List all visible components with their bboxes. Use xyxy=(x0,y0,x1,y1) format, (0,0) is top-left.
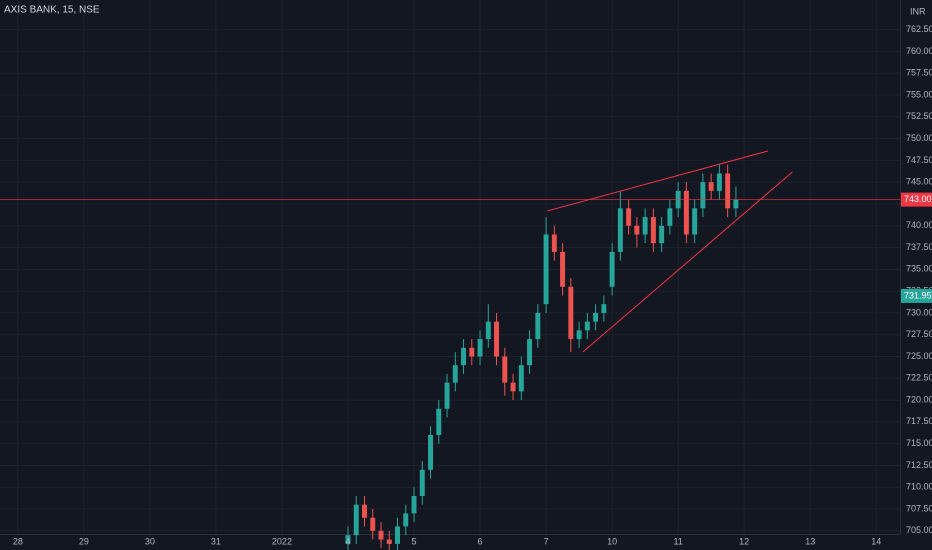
price-label: 743.00 xyxy=(904,194,932,204)
candle-body xyxy=(518,365,524,392)
candle-body xyxy=(576,330,582,340)
candle-body xyxy=(362,504,367,518)
candle-body xyxy=(469,347,475,357)
currency: INR xyxy=(910,6,926,16)
candle-body xyxy=(494,321,500,357)
candle-body xyxy=(700,182,706,209)
price-label: 731.95 xyxy=(904,290,932,300)
candle-body xyxy=(667,208,673,226)
candle-body xyxy=(650,217,656,244)
y-tick-label: 720.00 xyxy=(906,394,932,404)
candle-body xyxy=(725,173,731,209)
x-tick-label: 31 xyxy=(211,536,221,546)
candle-body xyxy=(601,304,607,313)
candle-body xyxy=(535,312,541,340)
candle-body xyxy=(485,321,491,340)
candle-body xyxy=(444,382,450,409)
candle-body xyxy=(634,225,640,235)
candle-body xyxy=(617,208,623,252)
y-tick-label: 712.50 xyxy=(906,460,932,470)
price-label-box xyxy=(901,192,932,207)
x-tick-label: 4 xyxy=(345,536,350,546)
y-tick-label: 730.00 xyxy=(906,307,932,317)
candle-body xyxy=(403,513,409,527)
candle-body xyxy=(716,173,722,191)
y-tick-label: 727.50 xyxy=(906,329,932,339)
y-tick-label: 752.50 xyxy=(906,111,932,121)
y-tick-label: 745.00 xyxy=(906,177,932,187)
candle-body xyxy=(659,225,665,244)
y-tick-label: 760.00 xyxy=(906,46,932,56)
x-tick-label: 28 xyxy=(13,536,23,546)
trendline xyxy=(547,150,769,212)
y-tick-label: 725.00 xyxy=(906,351,932,361)
candle-body xyxy=(642,217,648,235)
y-tick-label: 710.00 xyxy=(906,482,932,492)
candle-body xyxy=(692,208,698,235)
candle-body xyxy=(436,408,442,435)
y-tick-label: 722.50 xyxy=(906,373,932,383)
candle-body xyxy=(568,286,574,340)
candle-body xyxy=(510,382,516,392)
price-label-box xyxy=(901,288,932,303)
y-tick-label: 737.50 xyxy=(906,242,932,252)
y-tick-label: 717.50 xyxy=(906,416,932,426)
candle-body xyxy=(419,469,425,496)
x-tick-label: 10 xyxy=(607,536,617,546)
x-tick-label: 29 xyxy=(79,536,89,546)
x-tick-label: 12 xyxy=(739,536,749,546)
grid xyxy=(0,0,900,534)
candle-body xyxy=(560,251,566,287)
symbol-title: AXIS BANK, 15, NSE xyxy=(4,5,100,16)
y-tick-label: 755.00 xyxy=(906,89,932,99)
x-tick-label: 5 xyxy=(412,536,417,546)
y-tick-label: 715.00 xyxy=(906,438,932,448)
candle-body xyxy=(452,365,458,383)
candle-body xyxy=(708,182,714,191)
x-tick-label: 6 xyxy=(478,536,483,546)
candle-body xyxy=(683,190,689,235)
candle-body xyxy=(477,339,483,357)
candle-body xyxy=(626,208,632,226)
x-tick-label: 2022 xyxy=(272,536,292,546)
candle-body xyxy=(428,434,433,470)
candle-body xyxy=(411,495,417,514)
candle-body xyxy=(609,251,615,287)
y-tick-label: 705.00 xyxy=(906,525,932,535)
y-tick-label: 762.50 xyxy=(906,24,932,34)
y-tick-label: 750.00 xyxy=(906,133,932,143)
candle-body xyxy=(370,517,376,531)
candle-body xyxy=(551,234,557,252)
candle-body xyxy=(378,530,384,540)
x-tick-label: 30 xyxy=(145,536,155,546)
candle-body xyxy=(584,321,590,331)
candle-body xyxy=(593,312,599,322)
candle-body xyxy=(527,339,533,366)
candle-body xyxy=(543,234,549,305)
x-tick-label: 14 xyxy=(871,536,881,546)
y-tick-label: 707.50 xyxy=(906,503,932,513)
candle-body xyxy=(395,526,400,544)
y-tick-label: 740.00 xyxy=(906,220,932,230)
candle-body xyxy=(461,347,467,366)
x-tick-label: 13 xyxy=(805,536,815,546)
y-tick-label: 757.50 xyxy=(906,68,932,78)
candle-body xyxy=(733,199,739,209)
y-tick-label: 735.00 xyxy=(906,264,932,274)
trendline xyxy=(582,171,793,353)
candle-body xyxy=(345,535,351,544)
labels: 705.00 707.50 710.00 712.50 715.00 717.50 720.… xyxy=(13,24,932,546)
candle-body xyxy=(502,356,508,383)
y-tick-label: 747.50 xyxy=(906,155,932,165)
x-tick-label: 11 xyxy=(673,536,682,546)
marks xyxy=(0,150,900,550)
x-tick-label: 7 xyxy=(544,536,549,546)
candle-body xyxy=(353,504,359,536)
candle-body xyxy=(386,539,392,544)
